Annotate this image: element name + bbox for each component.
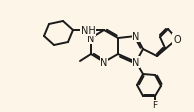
Text: F: F bbox=[152, 101, 158, 110]
Text: N: N bbox=[87, 34, 95, 44]
Text: NH: NH bbox=[81, 26, 95, 36]
Text: N: N bbox=[100, 57, 108, 67]
Text: N: N bbox=[132, 32, 140, 42]
Text: N: N bbox=[132, 57, 140, 67]
Text: O: O bbox=[173, 35, 181, 45]
